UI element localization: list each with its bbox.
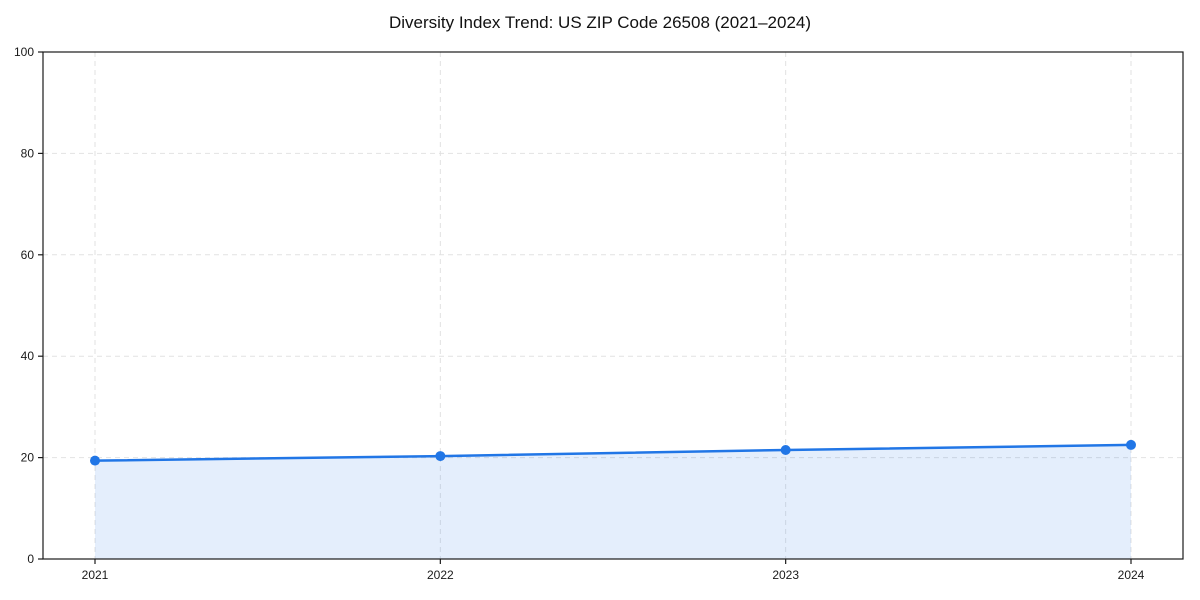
chart-title: Diversity Index Trend: US ZIP Code 26508… — [388, 13, 812, 32]
x-tick-label: 2023 — [772, 568, 799, 582]
area-fill — [95, 444, 1131, 559]
data-point-2021 — [90, 455, 100, 466]
plot-border — [42, 51, 1184, 560]
trend-line — [93, 443, 1133, 462]
y-tick-label: 60 — [21, 248, 35, 262]
plot-area — [43, 52, 1183, 559]
y-tick-label: 40 — [21, 349, 35, 363]
x-tick-label: 2022 — [427, 568, 454, 582]
y-tick-label: 20 — [21, 451, 35, 465]
x-tick-label: 2021 — [82, 568, 109, 582]
y-tick-label: 80 — [21, 146, 35, 160]
y-tick-label: 0 — [27, 552, 34, 566]
data-point-2024 — [1126, 439, 1136, 450]
data-point-2022 — [435, 451, 446, 462]
x-tick-label: 2024 — [1118, 568, 1145, 582]
y-tick-label: 100 — [14, 45, 34, 59]
data-point-2023 — [780, 444, 791, 455]
